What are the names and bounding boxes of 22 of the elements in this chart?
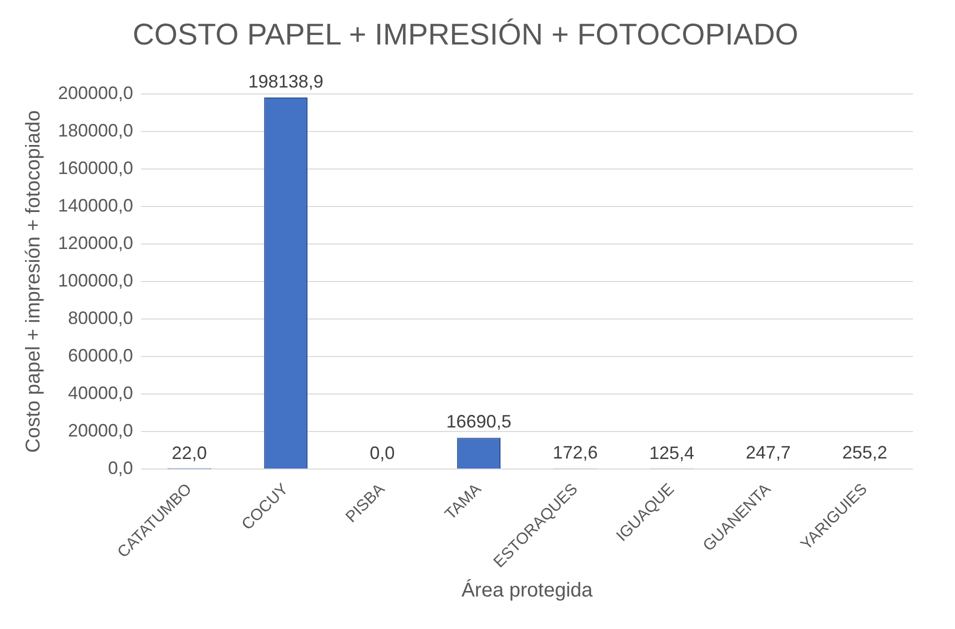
y-tick-label: 20000,0 [68,420,134,441]
data-label: 125,4 [649,442,694,463]
y-tick-label: 80000,0 [68,308,134,328]
data-label: 0,0 [370,443,395,464]
data-label: 247,7 [746,442,791,463]
x-axis-title: Área protegida [461,578,594,602]
data-label: 198138,9 [248,71,324,92]
data-label: 16690,5 [446,412,512,432]
y-tick-label: 180000,0 [58,120,134,140]
data-label: 172,6 [552,442,598,463]
y-tick-label: 40000,0 [68,383,134,404]
data-label: 255,2 [842,442,888,463]
y-tick-label: 140000,0 [58,195,134,216]
y-axis-title: Costo papel + impresión + fotocopiado [22,110,45,453]
chart-title: COSTO PAPEL + IMPRESIÓN + FOTOCOPIADO [132,17,798,52]
y-tick-label: 100000,0 [58,270,134,290]
y-tick-label: 160000,0 [58,158,134,178]
y-tick-label: 120000,0 [58,232,134,253]
y-tick-label: 0,0 [108,458,134,478]
y-tick-label: 200000,0 [58,82,134,103]
y-tick-label: 60000,0 [68,346,134,366]
data-label: 22,0 [172,442,207,463]
